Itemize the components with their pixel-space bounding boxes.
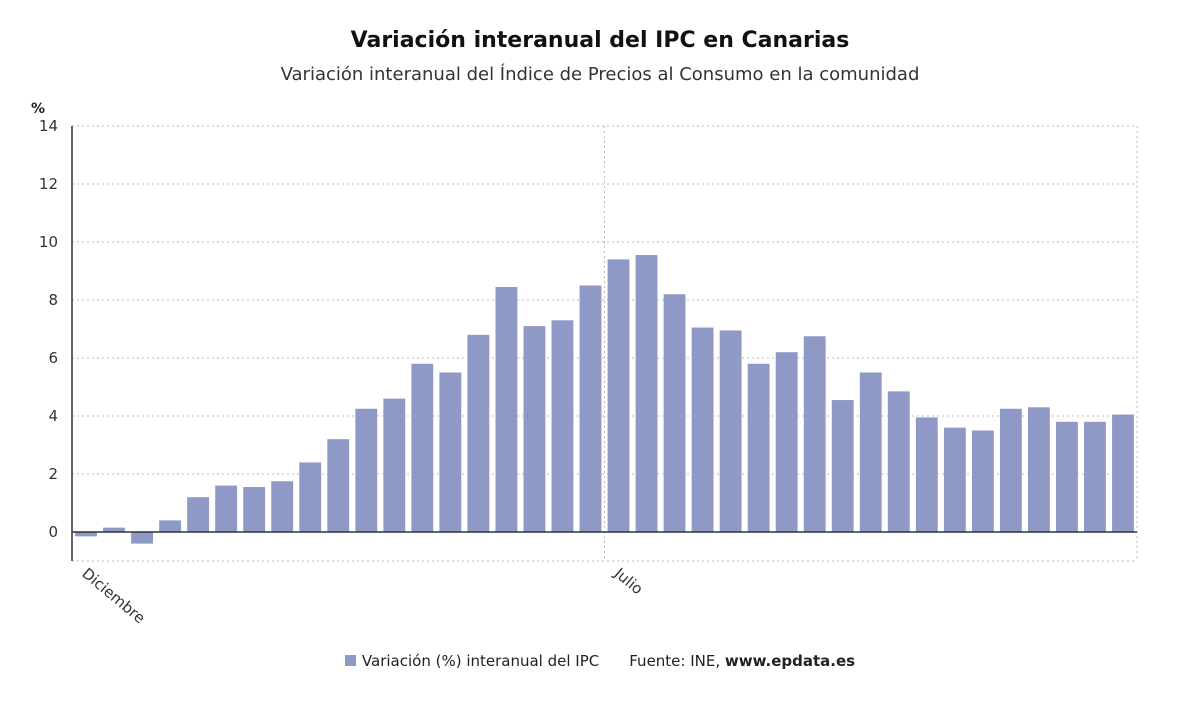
- bar: [159, 520, 182, 532]
- bar: [1056, 421, 1078, 532]
- bar: [467, 334, 490, 532]
- bar: [971, 430, 994, 532]
- x-tick-label: Diciembre: [78, 564, 148, 627]
- bar: [663, 294, 686, 532]
- bar: [495, 286, 518, 532]
- bar: [355, 408, 378, 532]
- bar: [915, 417, 938, 532]
- bar: [551, 320, 574, 532]
- bar: [691, 327, 714, 532]
- bar: [411, 363, 434, 532]
- bar: [943, 427, 966, 532]
- bar: [607, 259, 630, 532]
- y-tick-label: 8: [48, 291, 58, 309]
- bar: [103, 527, 125, 532]
- y-tick-label: 10: [39, 233, 58, 251]
- y-tick-label: 12: [39, 175, 58, 193]
- x-tick-label: Julio: [610, 564, 646, 599]
- bar: [1112, 414, 1134, 532]
- bar: [775, 352, 798, 532]
- bar: [243, 487, 266, 532]
- bar: [439, 372, 462, 532]
- bar: [299, 462, 322, 532]
- chart-subtitle: Variación interanual del Índice de Preci…: [280, 64, 920, 85]
- bar: [859, 372, 882, 532]
- bar: [831, 400, 854, 532]
- legend-series-label: Variación (%) interanual del IPC: [361, 652, 600, 670]
- bar: [719, 330, 742, 532]
- bar: [1027, 407, 1050, 532]
- source-site: www.epdata.es: [724, 652, 856, 670]
- bar: [635, 255, 658, 533]
- legend: Variación (%) interanual del IPC Fuente: …: [0, 652, 1200, 670]
- bar: [887, 391, 910, 532]
- bar: [187, 497, 210, 532]
- bar: [523, 326, 546, 532]
- y-tick-label: 14: [39, 117, 58, 135]
- bar: [803, 336, 826, 532]
- bar: [747, 363, 770, 532]
- chart-title: Variación interanual del IPC en Canarias: [350, 28, 850, 53]
- bar: [383, 398, 406, 532]
- bar: [131, 532, 153, 544]
- bar: [579, 285, 602, 532]
- y-tick-label: 2: [48, 465, 58, 483]
- y-tick-label: 4: [48, 407, 58, 425]
- y-tick-label: 0: [48, 523, 58, 541]
- y-tick-label: 6: [48, 349, 58, 367]
- legend-swatch: [344, 655, 356, 666]
- bar: [215, 485, 238, 532]
- y-axis-unit: %: [31, 101, 45, 117]
- bar: [271, 481, 294, 532]
- source-text: Fuente: INE,: [629, 652, 725, 670]
- bar: [75, 532, 97, 537]
- bar: [1084, 421, 1106, 532]
- bar: [999, 408, 1022, 532]
- bar: [327, 439, 350, 532]
